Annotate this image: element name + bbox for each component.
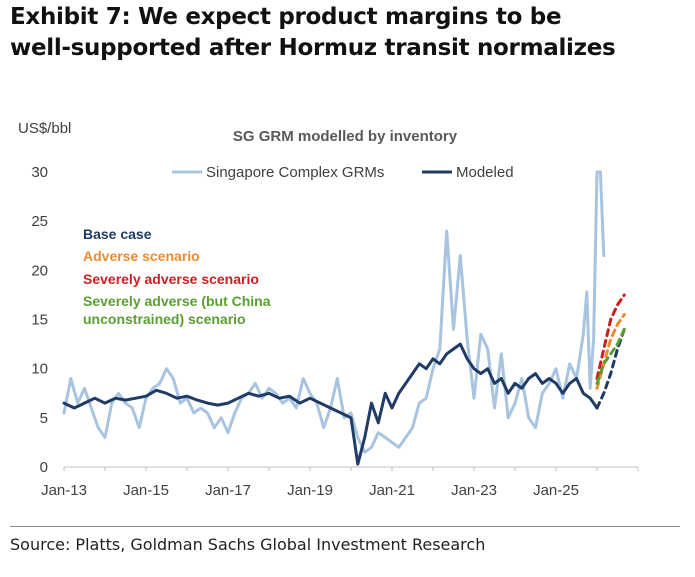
chart-title: SG GRM modelled by inventory <box>233 128 458 145</box>
exhibit-title: Exhibit 7: We expect product margins to … <box>10 2 690 64</box>
x-tick-label: Jan-13 <box>41 482 87 499</box>
scenario-label: Severely adverse (but China <box>83 293 271 309</box>
x-tick-label: Jan-23 <box>451 482 497 499</box>
y-tick-label: 5 <box>40 410 48 427</box>
y-tick-label: 25 <box>31 213 48 230</box>
scenario-label: Severely adverse scenario <box>83 271 259 287</box>
source-note: Source: Platts, Goldman Sachs Global Inv… <box>10 535 486 554</box>
x-tick-label: Jan-15 <box>123 482 169 499</box>
y-tick-label: 10 <box>31 361 48 378</box>
legend-label-observed: Singapore Complex GRMs <box>206 164 384 181</box>
divider <box>10 526 680 527</box>
scenario-label: Base case <box>83 226 152 242</box>
severely-adverse-but-china-unconstrained-scenario-line <box>595 327 626 385</box>
y-tick-label: 20 <box>31 262 48 279</box>
y-axis-unit-label: US$/bbl <box>18 120 71 137</box>
y-tick-label: 30 <box>31 164 48 181</box>
modeled-line <box>62 342 599 466</box>
x-tick-label: Jan-19 <box>287 482 333 499</box>
y-tick-label: 15 <box>31 312 48 329</box>
x-tick-label: Jan-21 <box>369 482 415 499</box>
y-tick-label: 0 <box>40 459 48 476</box>
scenario-label: Adverse scenario <box>83 248 200 264</box>
severely-adverse-scenario-line <box>595 293 626 380</box>
exhibit-title-line2: well-supported after Hormuz transit norm… <box>10 35 616 61</box>
legend-label-modeled: Modeled <box>456 164 514 181</box>
x-tick-label: Jan-17 <box>205 482 251 499</box>
exhibit-title-line1: Exhibit 7: We expect product margins to … <box>10 4 562 30</box>
scenario-label: unconstrained) scenario <box>83 311 246 327</box>
x-tick-label: Jan-25 <box>533 482 579 499</box>
singapore-complex-grms-line <box>62 170 606 454</box>
